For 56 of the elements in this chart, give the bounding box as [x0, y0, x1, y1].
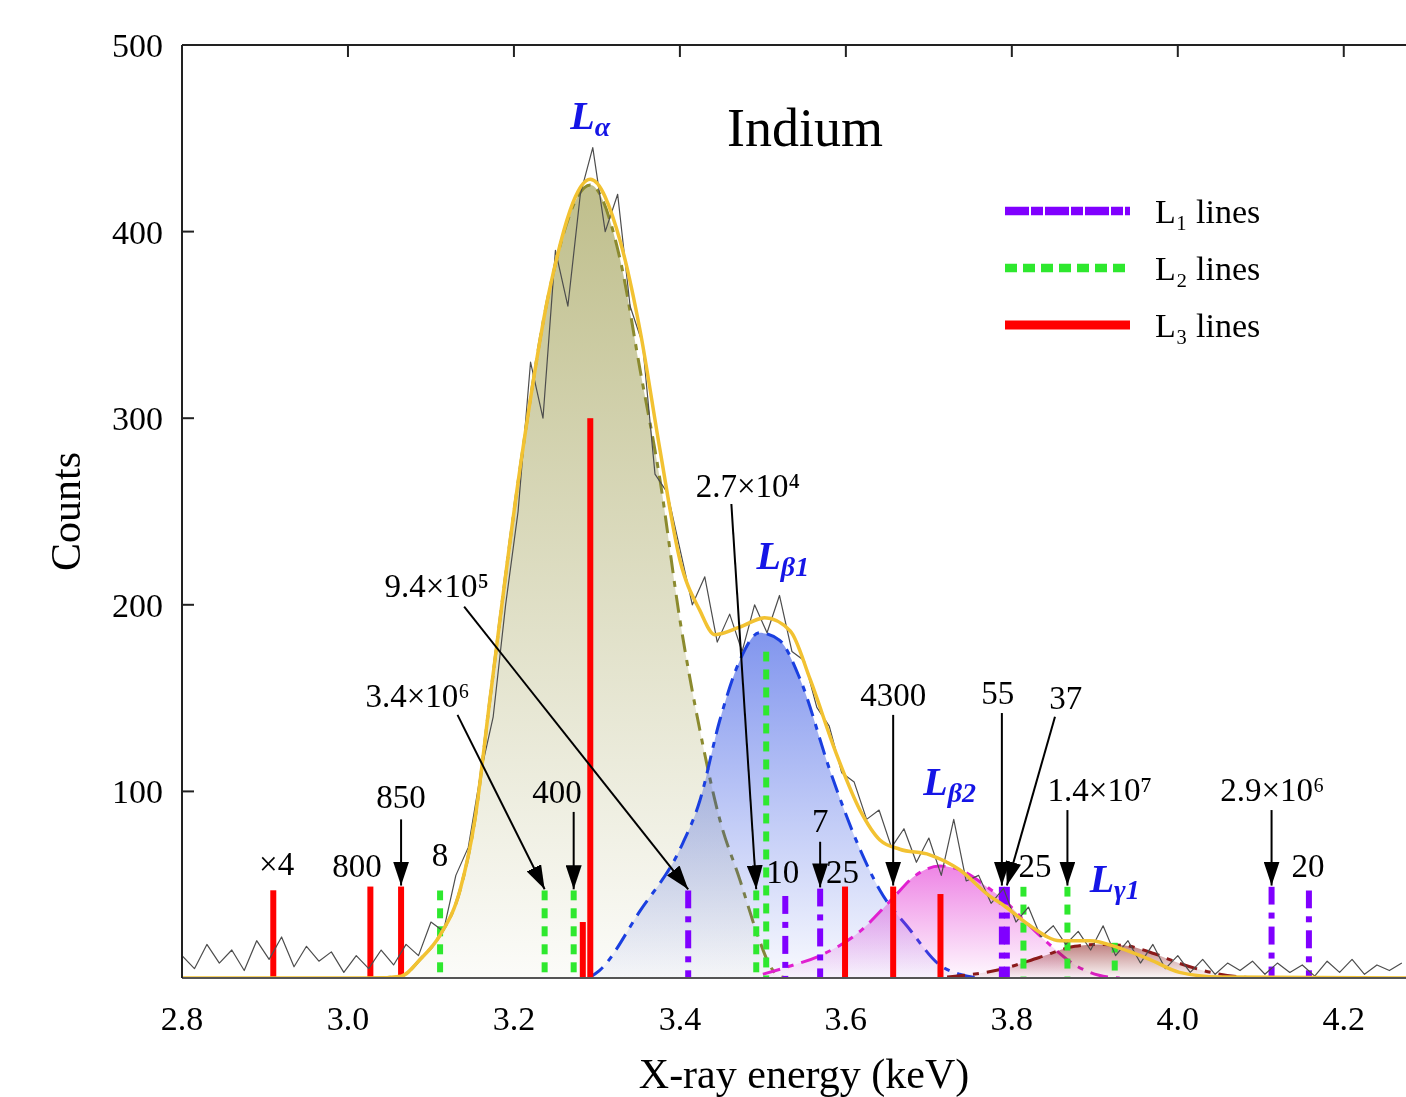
x-tick-label: 2.8 — [160, 1000, 204, 1037]
bar — [1020, 886, 1027, 978]
bar — [817, 888, 824, 978]
annotation: 25 — [1018, 848, 1052, 885]
x-tick-label: 3.6 — [824, 1000, 868, 1037]
x-tick-label: 3.2 — [492, 1000, 536, 1037]
bar — [1003, 886, 1010, 978]
annotation: 3.4×10⁶ — [365, 678, 470, 715]
x-tick-label: 3.0 — [326, 1000, 370, 1037]
y-tick-label: 100 — [112, 773, 163, 811]
x-tick-label: 3.4 — [658, 1000, 702, 1037]
y-axis-title: Counts — [43, 451, 89, 572]
annotation: 25 — [826, 853, 860, 890]
y-tick-label: 300 — [112, 400, 163, 438]
annotation: ×4 — [259, 846, 295, 883]
bar — [937, 894, 944, 978]
x-tick-label: 3.8 — [990, 1000, 1034, 1037]
annotation: 400 — [532, 773, 582, 810]
annotation: 4300 — [860, 676, 927, 713]
legend-label: L₂ lines — [1155, 249, 1261, 287]
bar — [763, 651, 770, 978]
bar — [1268, 886, 1275, 978]
annotation: 2.7×10⁴ — [695, 467, 801, 504]
text: Indium — [727, 98, 883, 158]
bar — [1305, 890, 1312, 978]
annotation: 1.4×10⁷ — [1047, 771, 1152, 808]
annotation: 8 — [431, 837, 449, 874]
bar — [1064, 886, 1071, 978]
annotation: 20 — [1291, 848, 1325, 885]
x-tick-label: 4.2 — [1322, 1000, 1366, 1037]
annotation: 55 — [981, 674, 1015, 711]
bar — [270, 890, 277, 978]
annotation: L$_{β2}$ — [922, 759, 976, 809]
x-tick-label: 4.0 — [1156, 1000, 1200, 1037]
annotation: 7 — [811, 803, 829, 840]
legend-label: L₃ lines — [1155, 306, 1261, 344]
bar — [842, 886, 849, 978]
annotation: L$_{α}$ — [569, 92, 611, 142]
annotation: L$_{γ1}$ — [1088, 856, 1140, 906]
annotation: 10 — [766, 853, 800, 890]
bar — [782, 895, 789, 978]
bar — [890, 886, 897, 978]
x-axis-title: X-ray energy (keV) — [638, 1051, 970, 1097]
bar — [685, 890, 692, 978]
annotation: L$_{β1}$ — [755, 533, 810, 583]
annotation: 9.4×10⁵ — [384, 568, 489, 605]
annotation: 2.9×10⁶ — [1220, 771, 1325, 808]
y-tick-label: 400 — [112, 213, 163, 251]
y-tick-label: 500 — [112, 26, 163, 64]
bar — [367, 886, 374, 978]
legend-label: L₁ lines — [1155, 192, 1261, 230]
annotation: 37 — [1049, 680, 1083, 717]
annotation: 850 — [376, 779, 426, 816]
y-tick-label: 200 — [112, 586, 163, 624]
bar — [398, 886, 405, 978]
annotation: 800 — [332, 848, 382, 885]
